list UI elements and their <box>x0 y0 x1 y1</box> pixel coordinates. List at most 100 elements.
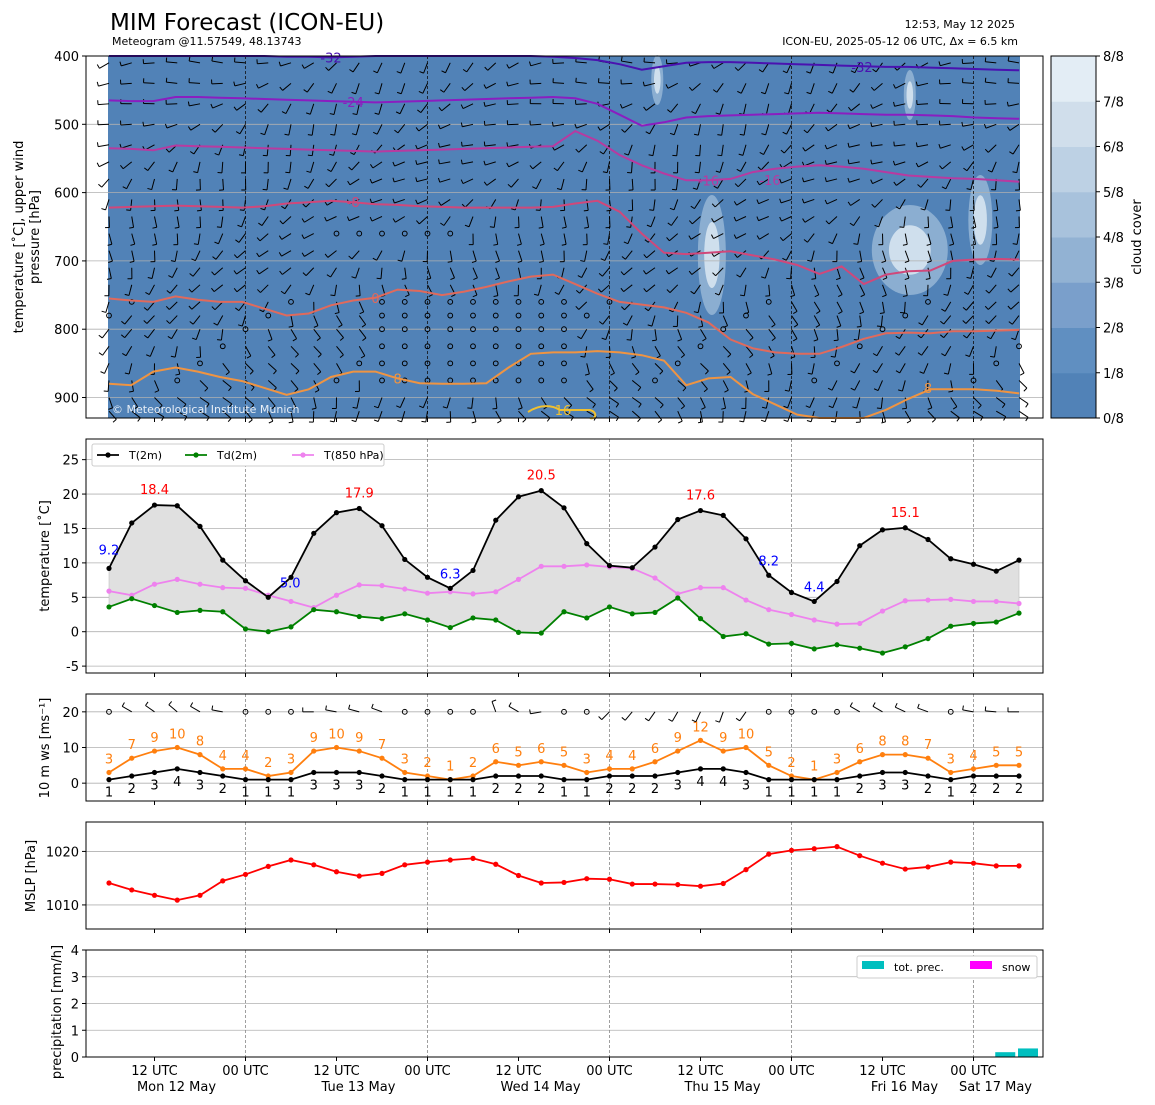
upper-wind-barb-feather <box>895 335 900 340</box>
upper-wind-barb-feather <box>396 71 402 74</box>
upper-wind-barb <box>804 216 815 223</box>
upper-wind-barb-feather <box>350 152 355 156</box>
upper-wind-barb-feather <box>1003 416 1007 421</box>
extremum-label: 8.2 <box>758 554 779 569</box>
upper-wind-barb <box>836 315 842 327</box>
upper-wind-barb-feather <box>122 352 127 357</box>
temperature-legend: T(2m) Td(2m) T(850 hPa) <box>91 443 385 467</box>
upper-wind-barb-feather <box>680 405 685 410</box>
upper-wind-barb <box>401 343 408 350</box>
upper-wind-barb <box>470 343 476 350</box>
upper-wind-barb-feather <box>711 64 715 69</box>
upper-wind-barb-feather <box>575 305 580 310</box>
upper-wind-barb <box>627 144 633 156</box>
upper-wind-barb <box>561 312 567 319</box>
wind-series-point <box>970 766 977 772</box>
upper-wind-barb-feather <box>793 324 799 328</box>
upper-wind-barb <box>420 103 428 113</box>
surface-wind-barb <box>348 708 360 713</box>
colorbar-tick-label: 5/8 <box>1103 186 1124 201</box>
upper-wind-barb-feather <box>784 92 789 95</box>
mslp-point <box>925 864 931 870</box>
upper-wind-barb-feather <box>168 275 173 279</box>
upper-wind-barb-feather <box>948 226 953 229</box>
upper-wind-barb <box>673 199 679 210</box>
upper-wind-barb-feather <box>712 272 717 277</box>
upper-wind-barb <box>882 284 887 296</box>
upper-wind-barb <box>472 411 477 422</box>
series-point <box>515 494 522 500</box>
upper-wind-barb-feather <box>188 288 193 293</box>
series-point <box>629 611 635 617</box>
upper-wind-barb-feather <box>643 254 648 259</box>
upper-wind-barb <box>176 397 187 405</box>
upper-wind-barb-feather <box>273 370 277 375</box>
upper-wind-barb-feather <box>938 61 941 66</box>
upper-wind-barb <box>258 82 269 89</box>
series-point <box>129 520 135 526</box>
upper-wind-barb-feather <box>251 386 255 392</box>
mean-wind-value-label: 3 <box>310 778 318 793</box>
upper-wind-barb <box>194 250 201 261</box>
upper-wind-barb <box>927 267 931 279</box>
series-point <box>811 598 817 605</box>
upper-wind-barb-feather <box>302 203 307 208</box>
mean-wind-value-label: 1 <box>401 786 409 801</box>
upper-wind-barb <box>654 346 661 357</box>
wind-series-point <box>356 748 362 754</box>
series-point <box>470 615 476 621</box>
upper-wind-barb <box>563 410 574 418</box>
upper-wind-barb <box>281 250 292 257</box>
mslp-point <box>652 881 658 887</box>
upper-wind-barb-feather <box>533 293 539 296</box>
upper-wind-barb <box>653 199 656 211</box>
upper-wind-barb-feather <box>426 277 431 281</box>
surface-wind-barb-feather <box>735 717 740 722</box>
upper-wind-barb-feather <box>122 186 127 190</box>
upper-wind-barb-feather <box>419 405 424 409</box>
upper-wind-barb <box>372 161 383 169</box>
time-tick-label: 12 UTC <box>131 1064 177 1079</box>
upper-wind-barb <box>507 82 519 87</box>
upper-wind-barb <box>1008 103 1020 107</box>
gust-value-label: 12 <box>692 720 709 735</box>
isotherm-label: -16 <box>698 174 719 189</box>
upper-wind-barb-feather <box>346 216 350 221</box>
upper-wind-barb <box>154 199 156 211</box>
upper-wind-barb-feather <box>621 128 626 133</box>
gust-value-label: 1 <box>446 760 454 775</box>
upper-wind-barb-feather <box>952 406 958 410</box>
gust-value-label: 9 <box>674 731 682 746</box>
upper-wind-barb <box>872 178 883 185</box>
upper-wind-barb-feather <box>553 167 558 172</box>
upper-wind-barb-feather <box>827 387 833 391</box>
upper-wind-barb <box>518 267 522 279</box>
upper-wind-barb <box>995 216 999 228</box>
upper-wind-barb <box>284 284 292 295</box>
upper-wind-barb <box>303 233 314 239</box>
y-tick-label: 900 <box>54 392 79 407</box>
upper-wind-barb <box>495 267 500 279</box>
mslp-point <box>697 883 704 889</box>
upper-wind-barb-feather <box>204 387 209 392</box>
upper-wind-barb <box>266 144 269 156</box>
upper-wind-barb-feather <box>1001 403 1006 408</box>
y-tick-label: 800 <box>54 323 79 338</box>
series-point <box>948 596 954 602</box>
upper-wind-barb-feather <box>626 226 631 228</box>
series-point <box>925 635 931 642</box>
upper-wind-barb <box>538 343 545 350</box>
upper-wind-barb <box>151 178 155 190</box>
upper-wind-barb <box>441 103 451 112</box>
gust-value-label: 7 <box>128 738 136 753</box>
upper-wind-barb <box>871 123 883 128</box>
upper-wind-barb <box>669 284 679 293</box>
upper-wind-barb <box>995 397 1006 405</box>
surface-wind-barb <box>530 711 542 715</box>
upper-wind-barb <box>606 161 610 173</box>
upper-wind-barb-feather <box>281 205 286 210</box>
upper-wind-barb-feather <box>589 388 594 393</box>
wind-series-point <box>584 769 590 776</box>
upper-wind-barb <box>925 298 931 305</box>
upper-wind-barb-feather <box>193 243 199 245</box>
